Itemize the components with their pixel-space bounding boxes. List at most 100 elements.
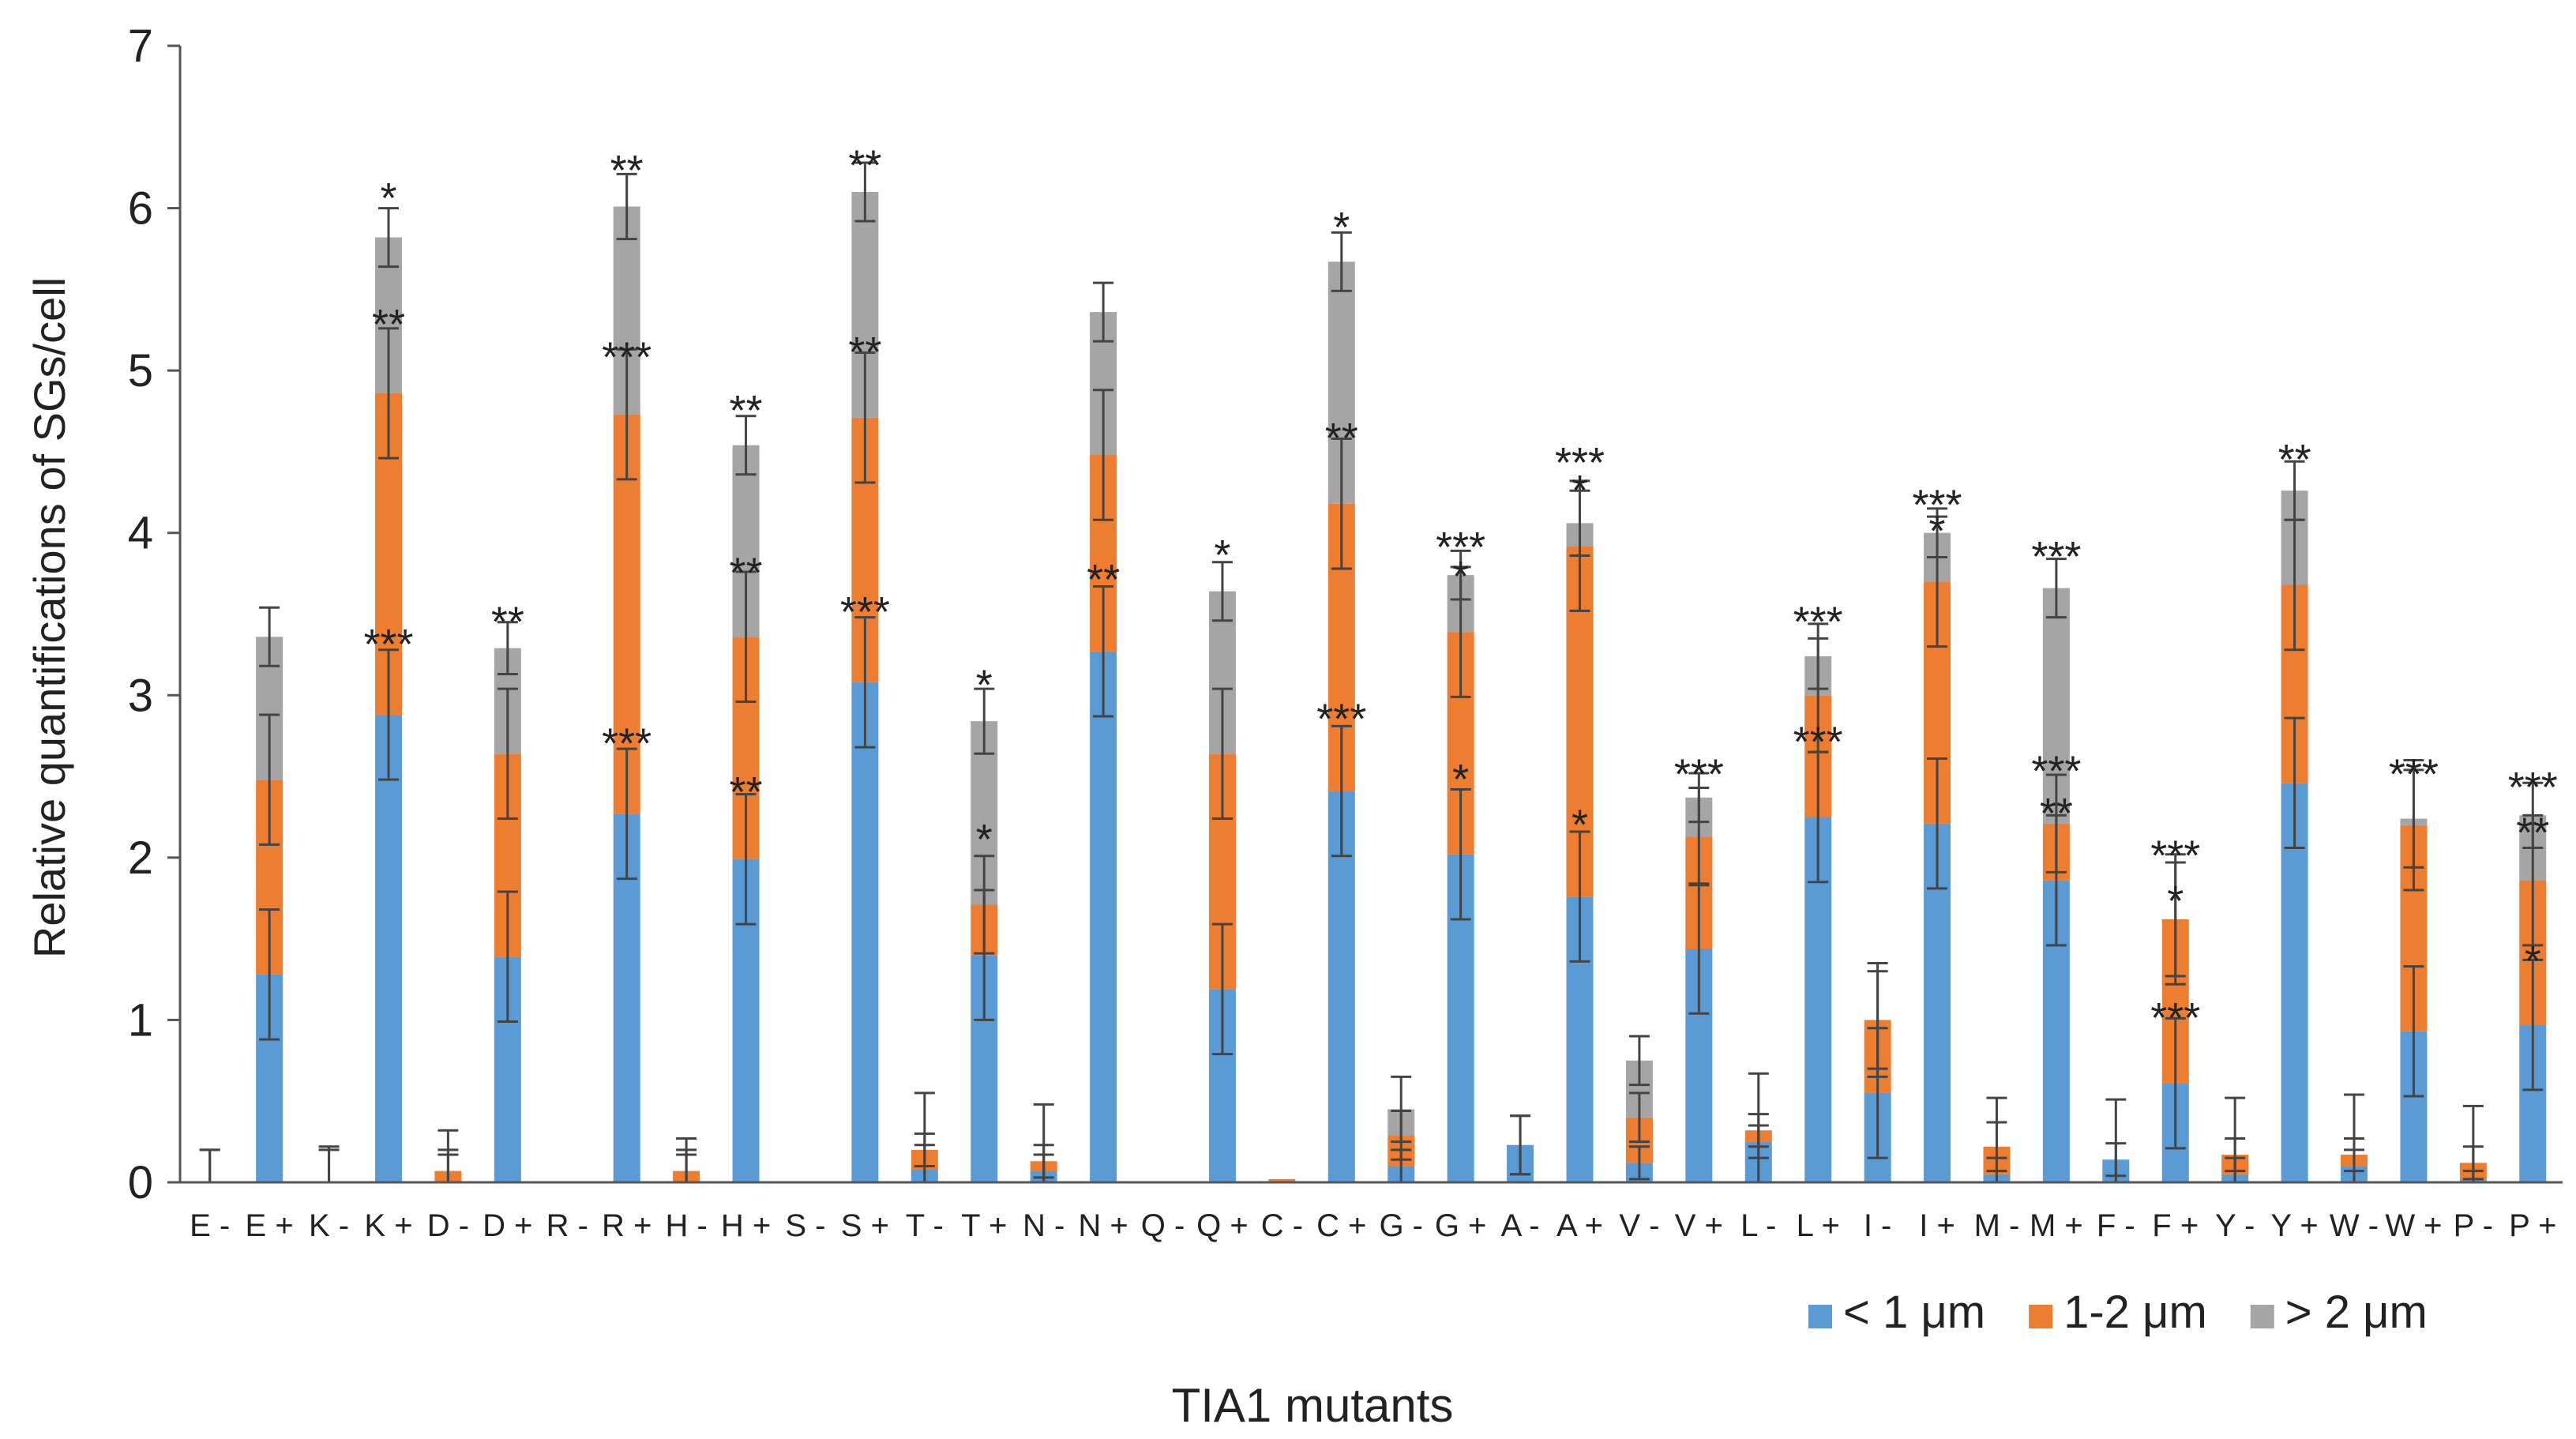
x-tick-label: T + bbox=[961, 1208, 1007, 1243]
x-tick-label: E - bbox=[190, 1208, 230, 1243]
x-tick-label: H - bbox=[665, 1208, 707, 1243]
bar-segment bbox=[1268, 1178, 1296, 1182]
error-bar bbox=[735, 570, 757, 704]
significance-label: *** bbox=[1913, 481, 1962, 528]
x-tick-label: P + bbox=[2509, 1208, 2556, 1243]
bar-segment bbox=[851, 682, 879, 1182]
error-bar bbox=[1569, 830, 1590, 963]
x-tick-label: F - bbox=[2097, 1208, 2135, 1243]
x-tick-label: K - bbox=[309, 1208, 349, 1243]
significance-label: * bbox=[976, 662, 993, 709]
legend-item: > 2 μm bbox=[2250, 1287, 2428, 1338]
error-bar bbox=[377, 327, 399, 460]
x-tick-label: N + bbox=[1078, 1208, 1128, 1243]
significance-label: *** bbox=[1436, 524, 1485, 571]
bar-segment bbox=[1090, 651, 1117, 1182]
x-axis-label: TIA1 mutants bbox=[1172, 1379, 1454, 1432]
error-bar bbox=[497, 621, 518, 676]
error-bar bbox=[1450, 549, 1471, 601]
significance-annotations: ****** **********************************… bbox=[363, 142, 2557, 1042]
x-tick-label: L - bbox=[1740, 1208, 1776, 1243]
x-tick-label: Q - bbox=[1141, 1208, 1185, 1243]
x-tick-label: W - bbox=[2330, 1208, 2379, 1243]
error-bar bbox=[974, 855, 995, 955]
error-bar bbox=[854, 161, 876, 223]
error-bar bbox=[1331, 724, 1352, 858]
significance-label: * bbox=[1214, 532, 1230, 579]
significance-label: * bbox=[1333, 204, 1350, 251]
x-tick-label: Y + bbox=[2270, 1208, 2318, 1243]
error-bar bbox=[1628, 1091, 1650, 1144]
error-bar bbox=[2045, 558, 2067, 619]
significance-label: ** bbox=[491, 598, 524, 645]
significance-label: *** bbox=[1316, 696, 1366, 743]
y-axis-ticks: 0 1 2 3 4 5 6 7 bbox=[128, 21, 180, 1208]
error-bar bbox=[2284, 460, 2305, 521]
error-bar bbox=[1211, 687, 1233, 821]
legend-label: < 1 μm bbox=[1843, 1287, 1985, 1338]
x-tick-label: D + bbox=[483, 1208, 532, 1243]
error-bar bbox=[735, 415, 757, 476]
error-bar bbox=[1211, 561, 1233, 622]
x-tick-label: G + bbox=[1435, 1208, 1487, 1243]
significance-label: ** bbox=[372, 301, 405, 348]
significance-label: ** bbox=[1087, 556, 1120, 603]
significance-label: *** bbox=[2031, 748, 2081, 795]
significance-label: * bbox=[2525, 937, 2541, 985]
significance-label: ** bbox=[1325, 415, 1358, 462]
error-bar bbox=[1391, 1075, 1412, 1144]
x-tick-label: N - bbox=[1023, 1208, 1065, 1243]
significance-label: ** bbox=[2516, 810, 2549, 857]
error-bar bbox=[1927, 507, 1948, 559]
significance-label: *** bbox=[1793, 719, 1843, 766]
y-tick-label: 0 bbox=[128, 1157, 153, 1208]
x-tick-label: P - bbox=[2454, 1208, 2493, 1243]
error-bar bbox=[2403, 768, 2424, 869]
error-bar bbox=[1927, 757, 1948, 890]
error-bar bbox=[259, 606, 280, 667]
significance-label: ** bbox=[730, 387, 763, 434]
x-tick-label: S - bbox=[785, 1208, 825, 1243]
bar-segment bbox=[374, 714, 402, 1182]
error-bar bbox=[377, 648, 399, 781]
x-tick-label: R - bbox=[546, 1208, 588, 1243]
error-bar bbox=[1628, 1145, 1650, 1181]
error-bar bbox=[497, 890, 518, 1023]
x-tick-label: C - bbox=[1261, 1208, 1303, 1243]
significance-label: * bbox=[1572, 467, 1588, 514]
error-bar bbox=[2165, 861, 2186, 978]
legend-label: > 2 μm bbox=[2285, 1287, 2428, 1338]
y-tick-label: 3 bbox=[128, 670, 153, 721]
significance-label: ** bbox=[610, 147, 644, 194]
significance-label: * bbox=[1452, 553, 1469, 600]
x-tick-label: K + bbox=[364, 1208, 412, 1243]
error-bar bbox=[1510, 1114, 1531, 1176]
error-bars bbox=[199, 161, 2544, 1184]
significance-label: *** bbox=[363, 621, 413, 668]
error-bar bbox=[1867, 961, 1888, 1078]
error-bar bbox=[2522, 781, 2544, 850]
legend-swatch bbox=[2029, 1305, 2053, 1328]
x-tick-label: T - bbox=[906, 1208, 944, 1243]
x-tick-label: D - bbox=[427, 1208, 469, 1243]
error-bar bbox=[1569, 489, 1590, 557]
significance-label: * bbox=[1452, 756, 1469, 803]
significance-label: ** bbox=[2278, 436, 2311, 483]
x-tick-label: V + bbox=[1675, 1208, 1723, 1243]
error-bar bbox=[1093, 281, 1114, 343]
significance-label: *** bbox=[602, 720, 652, 768]
legend-label: 1-2 μm bbox=[2063, 1287, 2207, 1338]
significance-label: * bbox=[1929, 507, 1946, 554]
significance-label: * bbox=[2167, 877, 2184, 925]
x-tick-label: H + bbox=[721, 1208, 771, 1243]
bar-segment bbox=[613, 414, 640, 814]
legend: < 1 μm 1-2 μm > 2 μm bbox=[1808, 1287, 2428, 1338]
x-tick-label: W + bbox=[2385, 1208, 2442, 1243]
error-bar bbox=[616, 172, 637, 241]
error-bar bbox=[1331, 437, 1352, 570]
bars bbox=[256, 192, 2547, 1182]
error-bar bbox=[497, 687, 518, 821]
error-bar bbox=[1093, 585, 1114, 718]
error-bar bbox=[616, 747, 637, 881]
